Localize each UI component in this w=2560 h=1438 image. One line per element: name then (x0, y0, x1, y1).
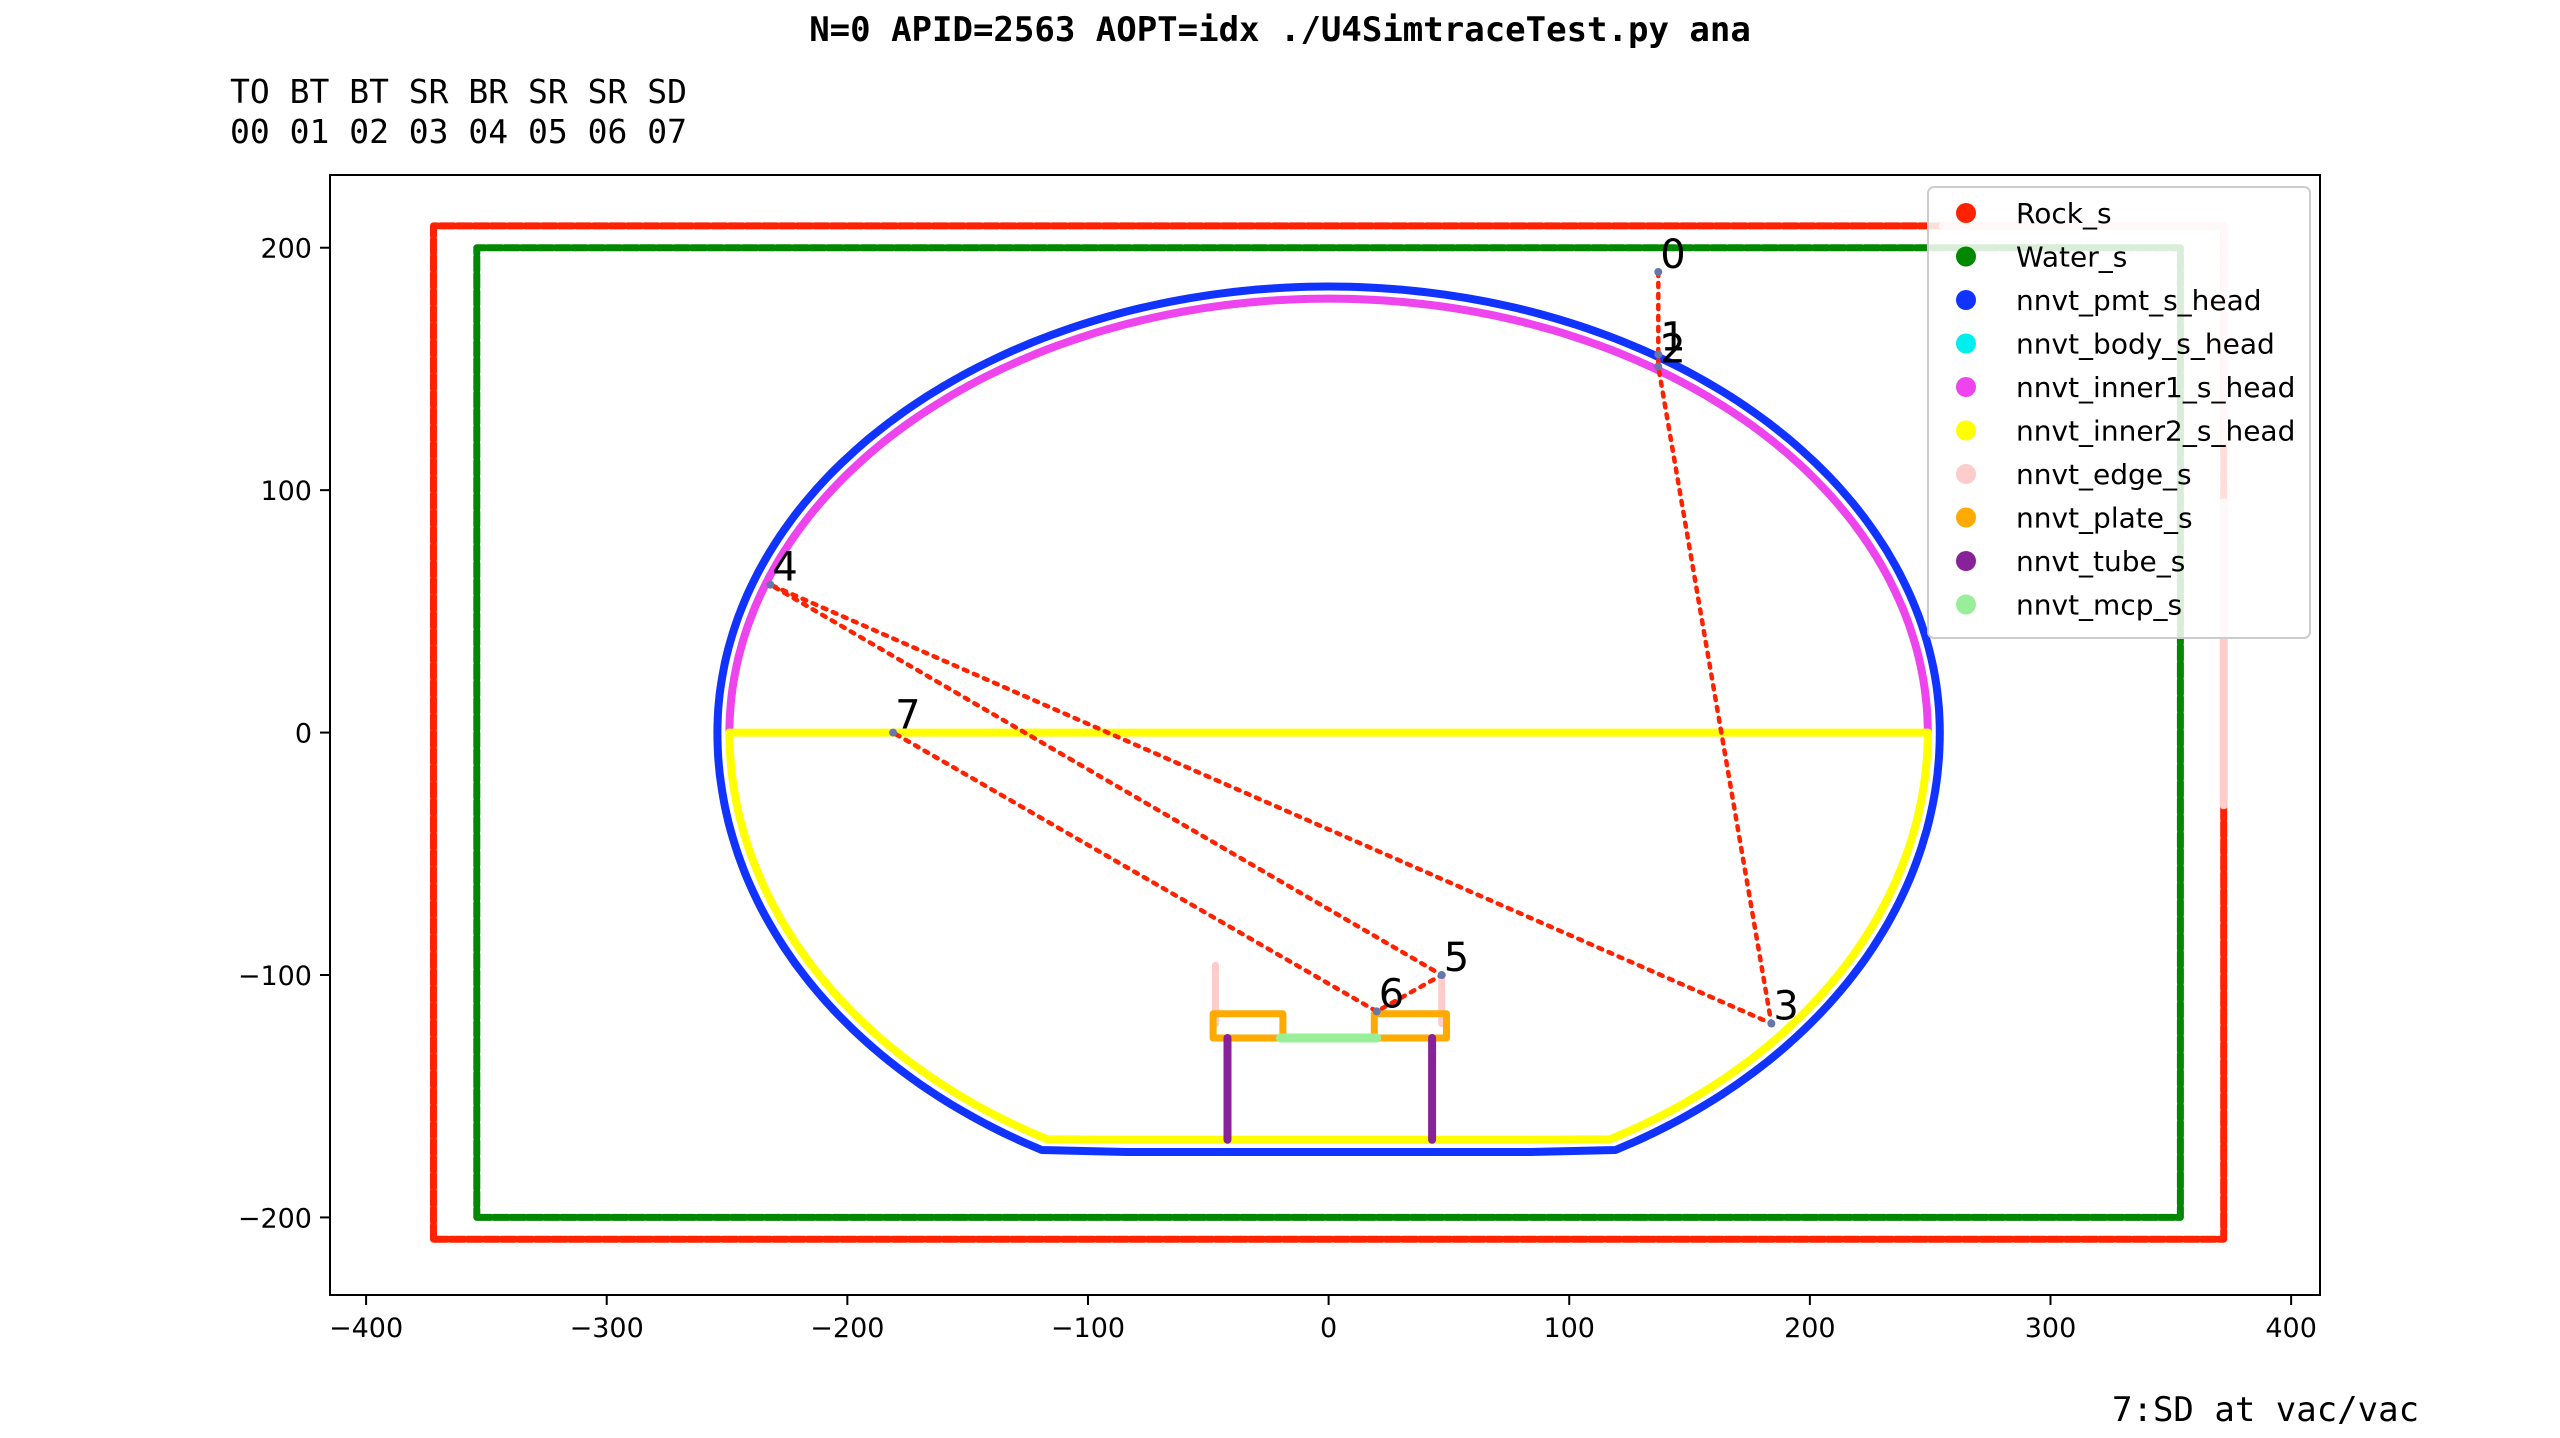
plate-left (1209, 1010, 1287, 1042)
path-point-label-3: 3 (1773, 983, 1798, 1029)
x-tick-label: −200 (810, 1313, 884, 1344)
history-sequence: TO BT BT SR BR SR SR SD 00 01 02 03 04 0… (230, 72, 687, 152)
sequence-codes: TO BT BT SR BR SR SR SD (230, 72, 687, 111)
plot-area-frame (329, 174, 2321, 1296)
legend-marker-nnvt-pmt-s-head (1956, 290, 1976, 310)
legend-marker-nnvt-inner2-s-head (1956, 420, 1976, 441)
legend-marker-nnvt-tube-s (1956, 551, 1976, 571)
path-point-7 (889, 728, 898, 737)
y-tick-label: −100 (238, 961, 312, 992)
path-point-0 (1654, 267, 1663, 276)
legend: Rock_s Water_s nnvt_pmt_s_head nnvt_body_s_… (1927, 186, 2311, 639)
axes-layer: −400 −300 −200 −100 0 100 200 300 400−200−100010… (238, 234, 2317, 1344)
legend-marker-nnvt-plate-s (1956, 507, 1976, 528)
legend-label-nnvt-tube-s: nnvt_tube_s (2016, 545, 2185, 578)
legend-box (1927, 186, 2311, 639)
path-point-3 (1767, 1019, 1776, 1028)
path-point-1 (1654, 350, 1663, 359)
legend-label-nnvt-pmt-s-head: nnvt_pmt_s_head (2016, 284, 2262, 317)
x-tick-label: 100 (1543, 1313, 1595, 1344)
chart-title: N=0 APID=2563 AOPT=idx ./U4SimtraceTest.… (809, 10, 1751, 50)
path-point-2 (1654, 362, 1663, 371)
legend-marker-nnvt-mcp-s (1956, 594, 1976, 615)
legend-marker-nnvt-edge-s (1956, 464, 1976, 484)
legend-label-nnvt-body-s-head: nnvt_body_s_head (2016, 328, 2275, 361)
x-tick-label: −300 (570, 1313, 644, 1344)
legend-label-Rock-s: Rock_s (2016, 197, 2112, 230)
path-point-4 (766, 580, 775, 589)
legend-label-nnvt-plate-s: nnvt_plate_s (2016, 502, 2193, 535)
legend-marker-Rock-s (1956, 203, 1976, 223)
sequence-indices: 00 01 02 03 04 05 06 07 (230, 112, 687, 151)
path-point-label-5: 5 (1444, 935, 1469, 981)
legend-marker-nnvt-inner1-s-head (1956, 377, 1976, 397)
x-tick-label: 400 (2265, 1313, 2317, 1344)
path-point-5 (1437, 971, 1446, 979)
legend-label-nnvt-edge-s: nnvt_edge_s (2016, 458, 2192, 491)
path-point-label-7: 7 (895, 693, 920, 739)
path-point-label-0: 0 (1660, 232, 1685, 278)
x-tick-label: −100 (1051, 1313, 1125, 1344)
status-footer: 7:SD at vac/vac (2112, 1390, 2420, 1430)
legend-marker-Water-s (1956, 246, 1976, 267)
x-tick-label: 300 (2025, 1313, 2077, 1344)
path-point-6 (1372, 1007, 1381, 1016)
inner1-head-outline (725, 294, 1932, 737)
y-tick-label: −200 (238, 1203, 312, 1234)
path-point-label-1: 1 (1660, 314, 1685, 360)
pmt-head-outline (713, 282, 1944, 1156)
y-tick-label: 200 (260, 234, 312, 265)
x-tick-label: 200 (1784, 1313, 1836, 1344)
photon-path-line (769, 269, 1775, 1028)
legend-marker-nnvt-body-s-head (1956, 333, 1976, 354)
inner2-head-outline (725, 728, 1932, 1144)
y-tick-label: 0 (295, 719, 312, 750)
legend-label-nnvt-inner2-s-head: nnvt_inner2_s_head (2016, 415, 2295, 448)
plate-right (1370, 1010, 1450, 1042)
path-point-label-4: 4 (772, 545, 797, 591)
path-point-label-6: 6 (1379, 971, 1404, 1017)
x-tick-label: −400 (329, 1313, 403, 1344)
y-tick-label: 100 (260, 476, 312, 507)
path-point-label-2: 2 (1660, 327, 1685, 373)
x-tick-label: 0 (1320, 1313, 1337, 1344)
legend-label-nnvt-mcp-s: nnvt_mcp_s (2016, 589, 2182, 622)
legend-label-Water-s: Water_s (2016, 241, 2127, 274)
legend-label-nnvt-inner1-s-head: nnvt_inner1_s_head (2016, 371, 2295, 404)
